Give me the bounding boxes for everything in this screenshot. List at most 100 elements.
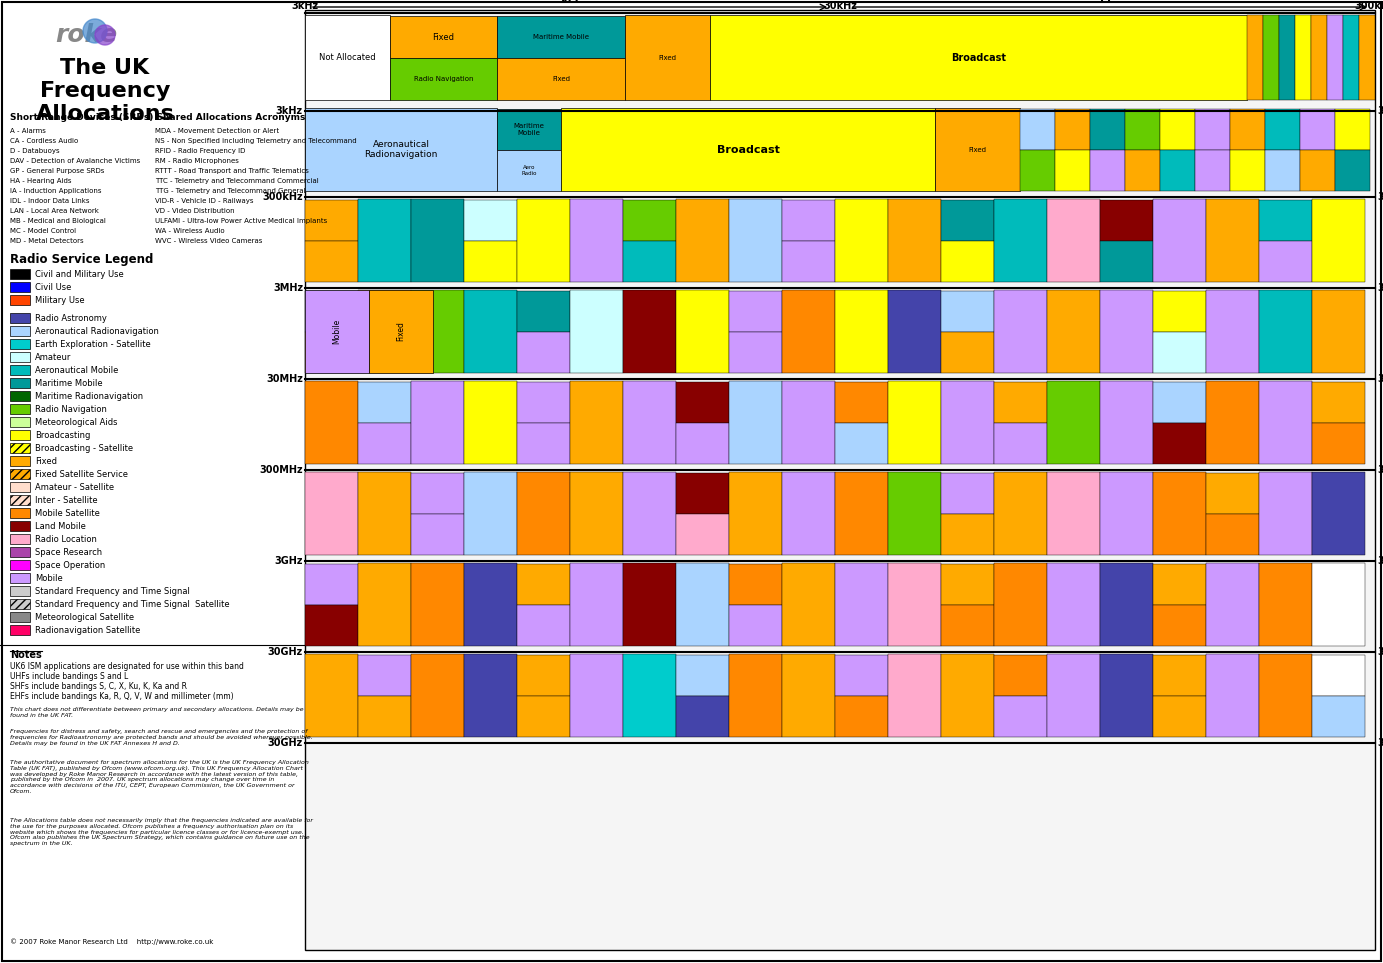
Bar xyxy=(306,654,358,737)
Bar xyxy=(358,563,411,646)
Text: Civil and Military Use: Civil and Military Use xyxy=(35,270,123,278)
Text: Military Use: Military Use xyxy=(35,296,84,304)
Text: Fixed: Fixed xyxy=(35,456,57,465)
Bar xyxy=(729,472,781,555)
Bar xyxy=(676,563,729,646)
Text: 30GHz: 30GHz xyxy=(1377,556,1383,566)
Bar xyxy=(306,241,358,282)
Text: Earth Exploration - Satellite: Earth Exploration - Satellite xyxy=(35,340,151,349)
Bar xyxy=(994,563,1047,646)
Bar xyxy=(1229,109,1265,150)
Bar xyxy=(1099,563,1153,646)
Bar xyxy=(940,605,994,646)
Text: Land Mobile: Land Mobile xyxy=(35,522,86,531)
Text: UK6 ISM applications are designated for use within this band: UK6 ISM applications are designated for … xyxy=(10,662,243,671)
Bar xyxy=(1153,291,1206,332)
Bar xyxy=(1153,199,1206,282)
Bar xyxy=(358,696,411,737)
Text: The authoritative document for spectrum allocations for the UK is the UK Frequen: The authoritative document for spectrum … xyxy=(10,760,308,794)
Text: EHFs include bandings Ka, R, Q, V, W and millimeter (mm): EHFs include bandings Ka, R, Q, V, W and… xyxy=(10,692,234,701)
Circle shape xyxy=(83,19,106,43)
Text: MC - Model Control: MC - Model Control xyxy=(10,228,76,234)
Text: MDA - Movement Detection or Alert: MDA - Movement Detection or Alert xyxy=(155,128,279,134)
Bar xyxy=(935,108,1021,191)
Bar xyxy=(1090,150,1124,191)
Bar xyxy=(622,290,676,373)
Bar xyxy=(1259,381,1312,464)
Text: Meteorological Satellite: Meteorological Satellite xyxy=(35,612,134,621)
Bar xyxy=(676,290,729,373)
Text: A - Alarms: A - Alarms xyxy=(10,128,46,134)
Bar xyxy=(570,654,622,737)
Bar xyxy=(517,291,570,332)
Bar xyxy=(10,547,30,557)
Bar xyxy=(888,472,940,555)
Text: IDL - Indoor Data Links: IDL - Indoor Data Links xyxy=(10,198,90,204)
Text: 30MHz: 30MHz xyxy=(266,374,303,384)
Bar xyxy=(622,241,676,282)
Bar xyxy=(10,313,30,323)
Bar xyxy=(1153,696,1206,737)
Bar xyxy=(10,339,30,349)
Bar xyxy=(358,655,411,696)
Bar xyxy=(465,381,517,464)
Bar xyxy=(496,109,561,150)
Bar xyxy=(1206,563,1259,646)
Bar xyxy=(10,612,30,622)
Bar xyxy=(1099,290,1153,373)
Bar xyxy=(517,472,570,555)
Bar xyxy=(1259,290,1312,373)
Bar xyxy=(622,472,676,555)
Bar xyxy=(835,655,888,696)
Bar xyxy=(1047,654,1099,737)
Bar xyxy=(1312,423,1365,464)
Bar xyxy=(1099,241,1153,282)
Text: Maritime Mobile: Maritime Mobile xyxy=(532,34,589,40)
Bar xyxy=(390,16,496,58)
Bar xyxy=(1328,15,1343,100)
Bar xyxy=(1312,382,1365,423)
Bar xyxy=(411,199,465,282)
Text: VD - Video Distribution: VD - Video Distribution xyxy=(155,208,235,214)
Bar xyxy=(676,473,729,514)
Bar xyxy=(676,696,729,737)
Bar xyxy=(676,382,729,423)
Bar xyxy=(517,332,570,373)
Text: Fixed Satellite Service: Fixed Satellite Service xyxy=(35,470,129,479)
Text: 3GHz: 3GHz xyxy=(274,556,303,566)
Bar xyxy=(411,473,465,514)
Bar xyxy=(1047,381,1099,464)
Bar xyxy=(1153,332,1206,373)
Bar xyxy=(781,241,835,282)
Bar xyxy=(1099,200,1153,241)
Text: Broadcast: Broadcast xyxy=(952,53,1005,63)
Bar xyxy=(622,563,676,646)
Bar xyxy=(940,291,994,332)
Text: 30kHz: 30kHz xyxy=(823,1,857,11)
Bar xyxy=(888,199,940,282)
Bar xyxy=(306,290,369,373)
Bar xyxy=(781,654,835,737)
Bar xyxy=(994,199,1047,282)
Text: Fixed: Fixed xyxy=(658,55,676,61)
Bar xyxy=(1160,150,1195,191)
Text: Aeronautical Radionavigation: Aeronautical Radionavigation xyxy=(35,326,159,335)
Bar xyxy=(10,625,30,635)
Bar xyxy=(10,378,30,388)
Bar xyxy=(10,391,30,401)
Bar xyxy=(496,16,625,58)
Bar xyxy=(1259,563,1312,646)
Text: CA - Cordless Audio: CA - Cordless Audio xyxy=(10,138,79,144)
Bar xyxy=(994,290,1047,373)
Bar xyxy=(496,150,561,191)
Bar xyxy=(1099,381,1153,464)
Bar xyxy=(1279,15,1294,100)
Bar xyxy=(1247,15,1263,100)
Text: 30GHz: 30GHz xyxy=(268,738,303,748)
Bar xyxy=(358,423,411,464)
Bar xyxy=(835,199,888,282)
Text: D - Databuoys: D - Databuoys xyxy=(10,148,59,154)
Bar xyxy=(570,290,622,373)
Bar xyxy=(1229,150,1265,191)
Bar xyxy=(465,472,517,555)
